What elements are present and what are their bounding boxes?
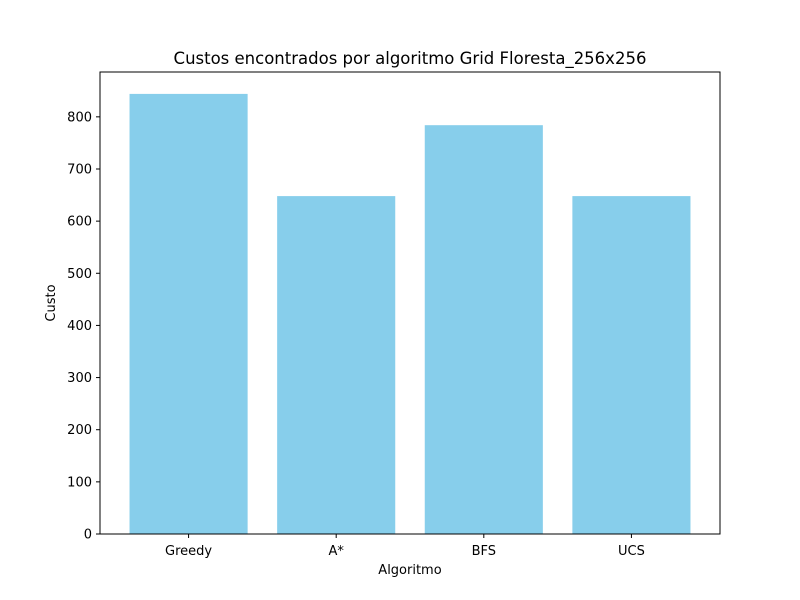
bars-group <box>129 93 691 535</box>
x-axis-label: Algoritmo <box>378 563 441 578</box>
x-tick-label: UCS <box>618 544 645 559</box>
x-tick-label: A* <box>328 544 344 559</box>
y-tick-label: 800 <box>67 110 92 125</box>
chart-title: Custos encontrados por algoritmo Grid Fl… <box>174 49 647 69</box>
y-tick-label: 300 <box>67 371 92 386</box>
y-tick-label: 100 <box>67 475 92 490</box>
y-axis: 0 100 200 300 400 500 600 700 800 <box>67 110 100 543</box>
x-tick-label: BFS <box>472 544 496 559</box>
bar-a <box>277 196 396 535</box>
bar-ucs <box>572 196 691 535</box>
y-tick-label: 0 <box>84 528 92 543</box>
y-tick-label: 600 <box>67 215 92 230</box>
bar-bfs <box>424 125 543 534</box>
y-tick-label: 500 <box>67 267 92 282</box>
y-tick-label: 700 <box>67 162 92 177</box>
y-axis-label: Custo <box>44 284 59 321</box>
y-tick-label: 200 <box>67 423 92 438</box>
bar-greedy <box>129 93 248 534</box>
y-tick-label: 400 <box>67 319 92 334</box>
plot-frame <box>99 71 721 535</box>
x-axis: Greedy A* BFS UCS <box>165 534 645 559</box>
x-tick-label: Greedy <box>165 544 212 559</box>
